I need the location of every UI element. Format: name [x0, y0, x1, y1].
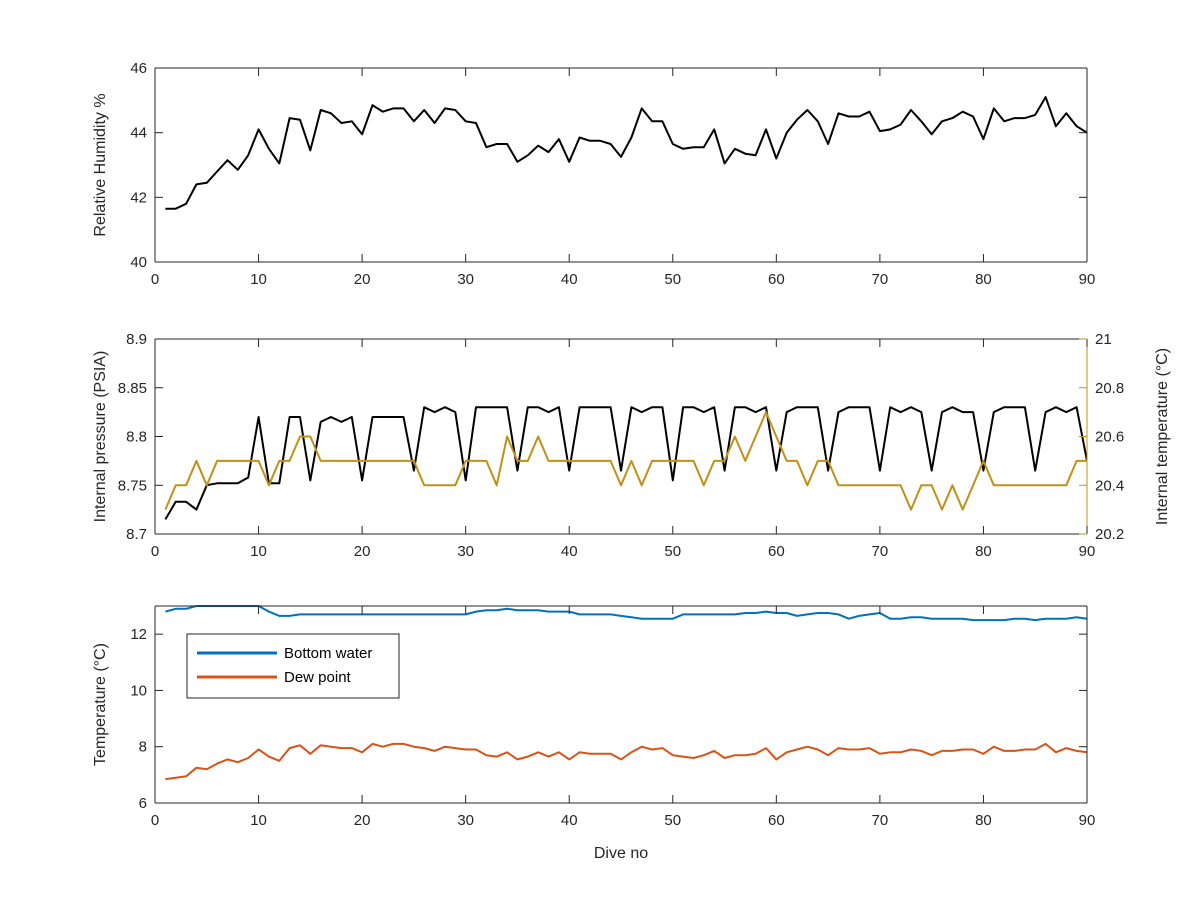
y-axis-label: Temperature (°C)	[92, 643, 109, 766]
x-tick-label: 50	[664, 543, 681, 560]
x-tick-label: 10	[250, 812, 267, 829]
x-tick-label: 70	[872, 812, 889, 829]
y2-axis-label: Internal temperature (°C)	[1154, 348, 1171, 525]
x-tick-label: 50	[664, 271, 681, 288]
y-tick-label: 44	[130, 125, 147, 142]
chart-temperature: 0 10 20 30 40 50 60 70 80 90 6 8 10 12 Temperature (°C…	[92, 605, 1096, 862]
x-tick-label: 30	[457, 812, 474, 829]
x-tick-label: 90	[1079, 271, 1096, 288]
legend-label-bottom-water: Bottom water	[284, 645, 372, 662]
plot-area	[155, 339, 1087, 534]
y-tick-label: 6	[139, 795, 147, 812]
y-tick-label: 12	[130, 626, 147, 643]
x-tick-label: 90	[1079, 812, 1096, 829]
plot-area	[155, 68, 1087, 262]
y-tick-label: 8.75	[118, 477, 147, 494]
x-tick-label: 20	[354, 271, 371, 288]
y-axis-label: Internal pressure (PSIA)	[92, 351, 109, 523]
x-tick-label: 10	[250, 271, 267, 288]
y-axis-label: Relative Humidity %	[92, 93, 109, 236]
x-tick-label: 0	[151, 543, 159, 560]
x-tick-label: 0	[151, 812, 159, 829]
x-tick-label: 40	[561, 812, 578, 829]
x-tick-label: 30	[457, 271, 474, 288]
y-tick-label: 8.9	[126, 331, 147, 348]
x-tick-label: 60	[768, 271, 785, 288]
y2-tick-label: 20.2	[1095, 526, 1124, 543]
x-tick-label: 60	[768, 543, 785, 560]
y-tick-label: 10	[130, 682, 147, 699]
x-tick-label: 30	[457, 543, 474, 560]
series-dew-point-line	[165, 742, 1087, 781]
x-tick-label: 20	[354, 812, 371, 829]
x-tick-label: 0	[151, 271, 159, 288]
y2-tick-label: 20.4	[1095, 477, 1124, 494]
y-tick-label: 8.8	[126, 429, 147, 446]
y-tick-label: 8.7	[126, 526, 147, 543]
x-tick-label: 40	[561, 543, 578, 560]
chart-rh: 0 10 20 30 40 50 60 70 80 90 40 42 44 46 Relative Humi…	[92, 60, 1095, 288]
x-tick-label: 70	[872, 271, 889, 288]
x-axis-label: Dive no	[594, 845, 648, 862]
x-tick-label: 80	[975, 812, 992, 829]
x-tick-label: 80	[975, 271, 992, 288]
y2-tick-label: 20.8	[1095, 380, 1124, 397]
y-tick-label: 8.85	[118, 380, 147, 397]
x-tick-label: 20	[354, 543, 371, 560]
y-tick-label: 42	[130, 189, 147, 206]
y2-tick-label: 20.6	[1095, 429, 1124, 446]
series-pressure-right-line	[164, 411, 1087, 511]
legend-box	[186, 633, 400, 699]
x-tick-label: 50	[664, 812, 681, 829]
y-tick-label: 8	[139, 739, 147, 756]
x-tick-label: 40	[561, 271, 578, 288]
series-rh-main-line	[165, 96, 1087, 210]
x-tick-label: 60	[768, 812, 785, 829]
x-tick-label: 10	[250, 543, 267, 560]
x-tick-label: 70	[872, 543, 889, 560]
x-tick-label: 80	[975, 543, 992, 560]
series-bottom-water-line	[165, 605, 1087, 622]
y-tick-label: 40	[130, 254, 147, 271]
chart-pressure: 0 10 20 30 40 50 60 70 80 90 8.7 8.75 8.8 8.85 8.9 20.2…	[92, 331, 1171, 560]
y-tick-label: 46	[130, 60, 147, 77]
legend: Bottom water Dew point	[186, 633, 400, 699]
series-pressure-left-line	[164, 406, 1087, 520]
y2-tick-label: 21	[1095, 331, 1112, 348]
x-tick-label: 90	[1079, 543, 1096, 560]
legend-label-dew-point: Dew point	[284, 669, 352, 686]
